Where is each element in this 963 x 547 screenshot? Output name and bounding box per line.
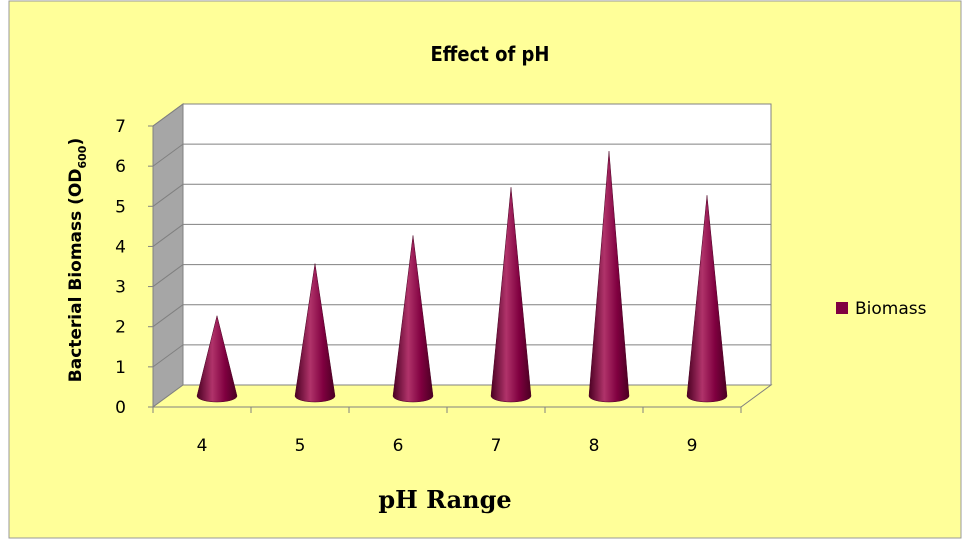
gridline-side [152, 264, 184, 287]
gridline-side [152, 103, 184, 127]
y-tick-label: 7 [115, 117, 126, 137]
back-wall [182, 103, 772, 386]
cone-6 [392, 235, 434, 403]
gridline-side [152, 304, 184, 328]
cone-4 [196, 315, 238, 403]
x-tick-label: 9 [687, 436, 698, 456]
y-tick-label: 6 [115, 157, 126, 177]
y-tick-label: 0 [115, 398, 126, 418]
legend: Biomass [836, 299, 927, 319]
legend-swatch [836, 302, 848, 314]
x-axis-label: pH Range [378, 485, 511, 514]
cone-8 [588, 151, 630, 403]
y-tick-labels: 0 1 2 3 4 5 6 7 [115, 117, 153, 418]
side-wall [152, 103, 184, 408]
y-tick-label: 5 [115, 197, 126, 217]
x-tick-label: 8 [589, 436, 600, 456]
cone-7 [490, 187, 532, 403]
y-tick-label: 2 [115, 318, 126, 338]
cone-5 [294, 263, 336, 403]
cone-9 [686, 195, 728, 403]
x-tick-label: 4 [197, 436, 208, 456]
x-tick-labels: 4 5 6 7 8 9 [152, 407, 742, 456]
gridline-side [152, 224, 184, 247]
y-tick-label: 3 [115, 278, 126, 298]
gridline-side [152, 183, 184, 207]
y-tick-label: 4 [115, 237, 126, 257]
plot-walls [151, 103, 773, 408]
floor [151, 384, 773, 408]
x-tick-label: 5 [295, 436, 306, 456]
gridline-side [152, 344, 184, 368]
legend-label: Biomass [855, 299, 927, 319]
cone-series-biomass [196, 151, 728, 403]
y-axis-label: Bacterial Biomass (OD600) [66, 138, 89, 382]
y-tick-label: 1 [115, 358, 126, 378]
x-tick-label: 7 [491, 436, 502, 456]
x-tick-label: 6 [393, 436, 404, 456]
gridline-side [152, 143, 184, 167]
chart-title: Effect of pH [431, 42, 550, 66]
